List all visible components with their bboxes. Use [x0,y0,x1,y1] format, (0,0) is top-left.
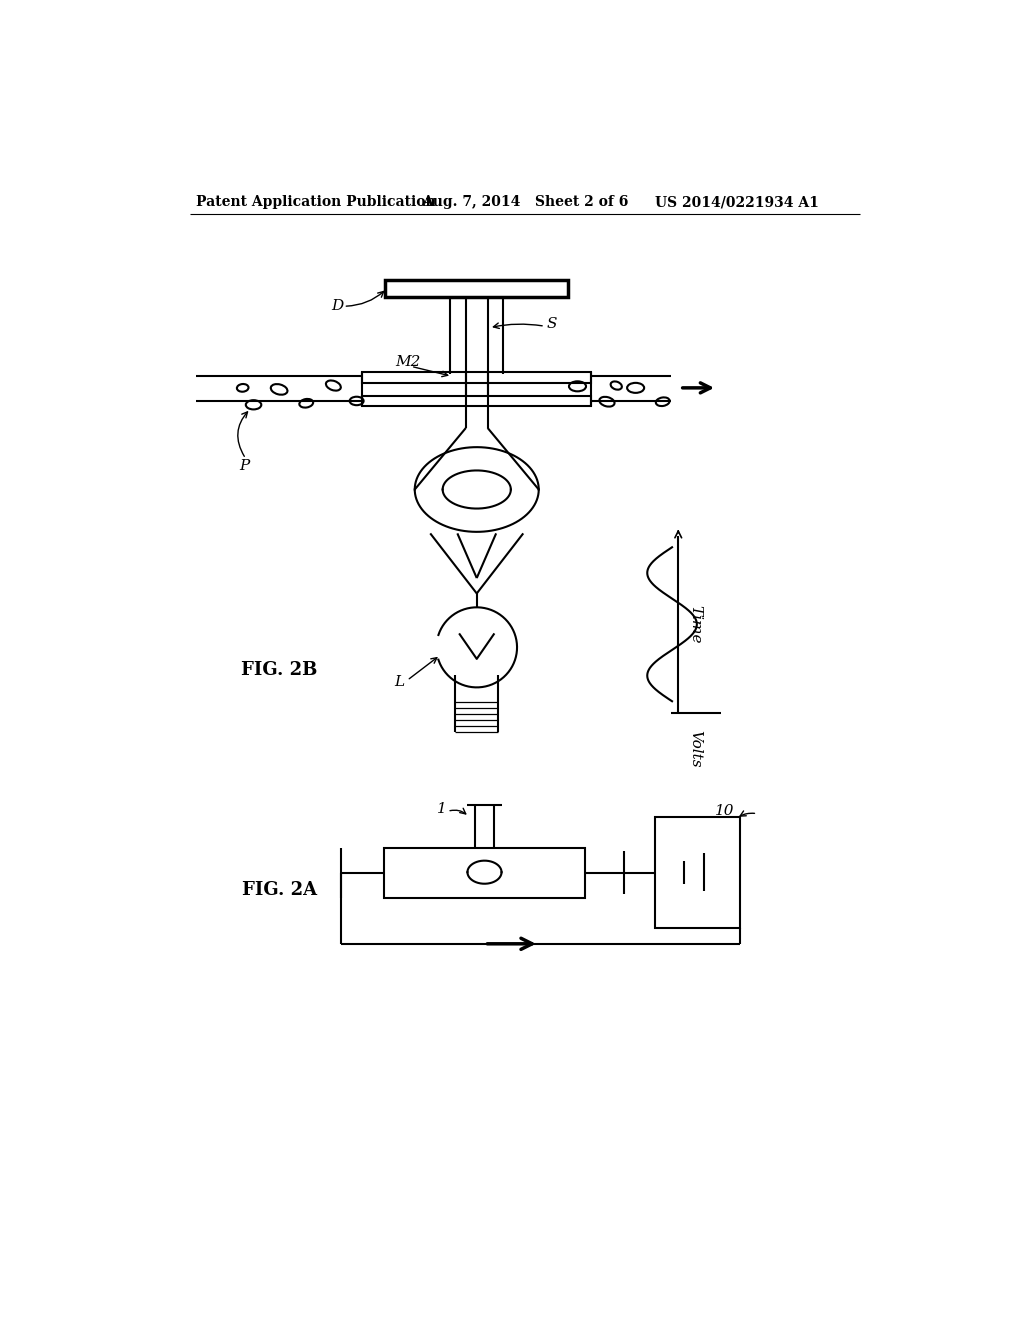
Text: Time: Time [688,605,702,644]
Bar [362,372,592,383]
Text: 10: 10 [715,804,734,818]
Text: D: D [331,300,343,313]
Text: M2: M2 [395,355,421,370]
Text: Volts: Volts [688,730,702,767]
Text: 1: 1 [437,803,446,816]
Bar [362,396,592,407]
Text: L: L [394,675,404,689]
Text: FIG. 2B: FIG. 2B [241,661,317,680]
Bar [655,817,740,928]
Text: Aug. 7, 2014   Sheet 2 of 6: Aug. 7, 2014 Sheet 2 of 6 [423,195,629,210]
Bar [385,280,568,297]
Text: Patent Application Publication: Patent Application Publication [197,195,436,210]
Text: P: P [240,459,250,474]
Bar [384,847,586,898]
Text: US 2014/0221934 A1: US 2014/0221934 A1 [655,195,819,210]
Text: S: S [547,317,557,331]
Text: FIG. 2A: FIG. 2A [242,880,316,899]
